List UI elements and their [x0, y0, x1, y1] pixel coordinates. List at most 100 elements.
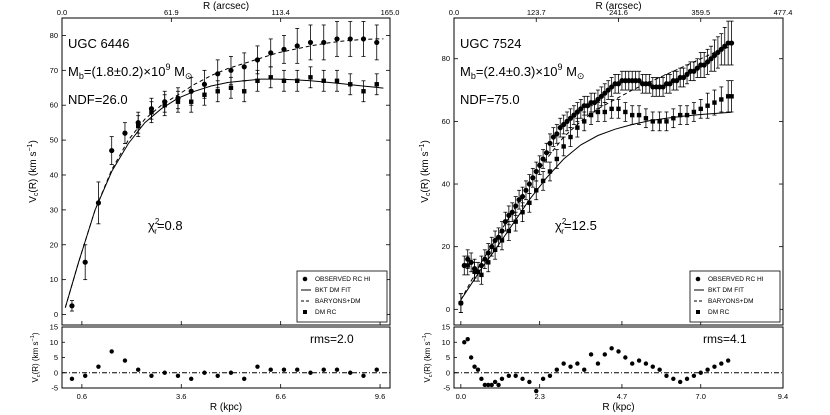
reduced-chi-square: χ2 r=12.5 [555, 217, 597, 236]
residual-point [527, 379, 532, 385]
observed-rc-point [564, 118, 570, 124]
dm-rc-point [588, 112, 594, 118]
dm-rc-point [321, 78, 326, 83]
residual-point [554, 367, 560, 372]
ylabel-close: ) [31, 332, 40, 335]
observed-rc-point [571, 112, 577, 118]
observed-rc-point [554, 131, 560, 137]
observed-rc-point [495, 234, 502, 240]
residual-point [582, 367, 587, 372]
dm-rc-point [705, 103, 710, 108]
top-x-tick-label: 477.4 [774, 8, 793, 17]
residual-point [96, 364, 101, 369]
dm-rc-point [698, 106, 703, 112]
x-tick-label: 0.6 [77, 392, 87, 401]
residual-point [561, 361, 566, 366]
residual-point [468, 355, 474, 360]
legend-entry: DM RC [315, 309, 337, 316]
residual-point [295, 367, 300, 372]
observed-rc-point [722, 43, 728, 49]
observed-rc-point [502, 219, 509, 225]
observed-rc-point [708, 56, 714, 62]
y-tick-label: 0 [446, 305, 450, 314]
baryons-dm-line [460, 45, 732, 301]
residual-point [540, 376, 546, 382]
observed-rc-point [148, 106, 155, 112]
observed-rc-point [254, 57, 261, 63]
observed-rc-point [485, 250, 491, 256]
galaxy-name: UGC 6446 [68, 36, 129, 51]
x-axis-label: R (kpc) [210, 402, 242, 413]
observed-rc-point [595, 96, 601, 103]
y-tick-label: 80 [50, 31, 58, 40]
y-tick-label: 0 [54, 310, 58, 319]
observed-rc-point [347, 36, 353, 42]
observed-rc-point [492, 237, 498, 244]
observed-rc-point [465, 256, 471, 262]
observed-rc-point [605, 87, 611, 93]
observed-rc-point [667, 81, 673, 87]
observed-rc-point [321, 39, 327, 46]
observed-rc-point [482, 256, 488, 262]
dm-rc-point [643, 116, 649, 121]
ylabel-sup: −1 [30, 335, 36, 341]
galaxy-name: UGC 7524 [460, 36, 521, 51]
top-x-axis-label: R (arcsec) [595, 1, 641, 12]
legend-entry: DM RC [708, 309, 730, 316]
observed-rc-point [526, 181, 532, 187]
rms-label: rms=4.1 [703, 332, 747, 346]
residual-point [202, 370, 207, 375]
residual-point [616, 349, 621, 354]
dm-rc-point [677, 112, 683, 118]
dm-rc-point [295, 78, 300, 83]
dm-rc-point [242, 89, 247, 94]
resid-y-tick-label: 10 [50, 338, 58, 347]
baryons-dm-line [64, 38, 384, 308]
observed-rc-point [374, 39, 380, 46]
resid-y-axis-label: Vc(R) (km s−1) [30, 332, 42, 382]
ylabel-close: ) [28, 140, 39, 143]
dm-rc-point [547, 169, 553, 174]
top-x-tick-label: 61.9 [164, 8, 179, 17]
chi-sub: r [154, 227, 157, 236]
baryonic-mass: Mb=(2.4±0.3)×109 M⊙ [460, 62, 584, 81]
residual-point [228, 370, 234, 375]
residual-point [255, 364, 260, 369]
x-tick-label: 3.6 [176, 392, 186, 401]
mass-unit-sub: ⊙ [577, 71, 585, 81]
residual-point [684, 376, 690, 382]
observed-rc-point [489, 244, 495, 250]
panel-ugc-6446: 0.6 3.6 6.6 9.60.0 61.9 113.4 165.001020304050… [27, 1, 399, 413]
dm-rc-point [719, 97, 724, 102]
ylabel-sup: −1 [419, 143, 426, 151]
x-tick-label: 4.7 [617, 392, 627, 401]
dm-rc-point [281, 78, 287, 83]
mass-unit-sub: ⊙ [185, 71, 193, 81]
residual-point [630, 361, 635, 366]
chi-value: =0.8 [157, 218, 183, 233]
dm-rc-point [664, 119, 669, 124]
y-tick-label: 20 [442, 242, 450, 251]
legend-marker-observed [695, 276, 701, 282]
x-axis-label: R (kpc) [602, 402, 634, 413]
reduced-chi-square: χ2 r=0.8 [148, 217, 183, 236]
observed-rc-point [533, 168, 539, 175]
mass-symbol: M [460, 64, 471, 79]
dm-rc-point [595, 109, 601, 115]
dm-rc-point [561, 144, 566, 149]
ylabel-sub: c [36, 374, 42, 377]
dm-rc-point [657, 119, 662, 124]
dm-rc-point [691, 109, 697, 115]
residual-point [472, 364, 477, 369]
residual-point [465, 337, 470, 342]
dm-rc-point [268, 75, 273, 80]
legend: OBSERVED RC HI BKT DM FIT BARYONS+DM DM RC [296, 270, 388, 323]
residual-point [268, 367, 273, 372]
residual-point [175, 373, 181, 378]
residual-point [547, 373, 553, 378]
dm-rc-point [308, 75, 313, 80]
residual-point [162, 370, 167, 375]
dm-rc-point [725, 94, 731, 99]
observed-rc-point [591, 99, 598, 106]
dm-rc-point [671, 116, 676, 121]
